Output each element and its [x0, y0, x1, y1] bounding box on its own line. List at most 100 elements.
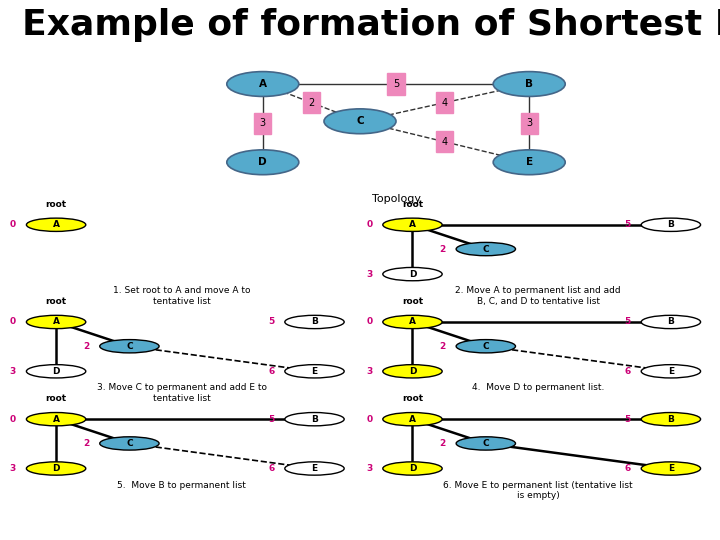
Circle shape [27, 413, 86, 426]
Circle shape [456, 437, 516, 450]
Text: A: A [409, 318, 416, 327]
Text: A: A [258, 79, 267, 89]
Text: 3. Move C to permanent and add E to
tentative list: 3. Move C to permanent and add E to tent… [96, 383, 267, 403]
Text: D: D [409, 269, 416, 279]
Circle shape [100, 437, 159, 450]
Text: 5.  Move B to permanent list: 5. Move B to permanent list [117, 481, 246, 490]
Text: B: B [525, 79, 534, 89]
Text: B: B [311, 318, 318, 327]
Text: 1. Set root to A and move A to
tentative list: 1. Set root to A and move A to tentative… [113, 286, 251, 306]
Circle shape [227, 72, 299, 97]
Text: 6: 6 [268, 464, 274, 473]
Text: E: E [312, 464, 318, 473]
Circle shape [642, 413, 701, 426]
Circle shape [642, 364, 701, 378]
Text: D: D [53, 367, 60, 376]
Circle shape [27, 462, 86, 475]
Circle shape [383, 462, 442, 475]
Text: 3: 3 [9, 367, 16, 376]
Text: A: A [53, 415, 60, 424]
Circle shape [27, 364, 86, 378]
Text: D: D [409, 464, 416, 473]
Text: C: C [482, 245, 489, 254]
Text: root: root [402, 200, 423, 209]
Text: 5: 5 [393, 79, 399, 89]
Text: D: D [53, 464, 60, 473]
Text: D: D [409, 367, 416, 376]
Text: 2. Move A to permanent list and add
B, C, and D to tentative list: 2. Move A to permanent list and add B, C… [455, 286, 621, 306]
Circle shape [456, 340, 516, 353]
Circle shape [227, 150, 299, 175]
Circle shape [285, 413, 344, 426]
Text: 2: 2 [439, 342, 446, 351]
Circle shape [383, 364, 442, 378]
Text: C: C [356, 116, 364, 126]
Text: 2: 2 [83, 439, 89, 448]
Text: C: C [482, 342, 489, 351]
Text: 4.  Move D to permanent list.: 4. Move D to permanent list. [472, 383, 604, 393]
Circle shape [456, 242, 516, 256]
Text: 5: 5 [624, 318, 631, 327]
Text: E: E [668, 464, 674, 473]
Circle shape [642, 315, 701, 329]
Circle shape [324, 109, 396, 134]
Circle shape [285, 462, 344, 475]
Text: 3: 3 [366, 269, 372, 279]
Text: A: A [409, 415, 416, 424]
Text: B: B [311, 415, 318, 424]
Text: 2: 2 [439, 439, 446, 448]
Text: A: A [409, 220, 416, 230]
Text: 0: 0 [10, 220, 16, 230]
Text: 5: 5 [624, 220, 631, 230]
Text: C: C [126, 342, 132, 351]
Text: 0: 0 [366, 220, 372, 230]
Text: B: B [667, 220, 675, 230]
Text: 3: 3 [366, 367, 372, 376]
Text: root: root [45, 200, 67, 209]
Text: Example of formation of Shortest Path: Example of formation of Shortest Path [22, 8, 720, 42]
Text: 2: 2 [83, 342, 89, 351]
Text: 0: 0 [10, 415, 16, 424]
Text: 5: 5 [268, 415, 274, 424]
Text: root: root [45, 394, 67, 403]
Text: Topology: Topology [372, 194, 420, 205]
Text: B: B [667, 318, 675, 327]
Text: 0: 0 [10, 318, 16, 327]
Text: 5: 5 [268, 318, 274, 327]
Circle shape [642, 218, 701, 232]
Text: C: C [482, 439, 489, 448]
Circle shape [383, 315, 442, 329]
Text: 4: 4 [441, 137, 448, 147]
Text: root: root [402, 297, 423, 306]
Circle shape [100, 340, 159, 353]
Text: root: root [402, 394, 423, 403]
Text: 0: 0 [366, 415, 372, 424]
Circle shape [493, 150, 565, 175]
Circle shape [493, 72, 565, 97]
Text: 3: 3 [366, 464, 372, 473]
Text: 5: 5 [624, 415, 631, 424]
Circle shape [285, 315, 344, 329]
Text: D: D [258, 157, 267, 167]
Text: 3: 3 [9, 464, 16, 473]
Text: C: C [126, 439, 132, 448]
Text: root: root [45, 297, 67, 306]
Text: 2: 2 [439, 245, 446, 254]
Text: B: B [667, 415, 675, 424]
Text: 6: 6 [268, 367, 274, 376]
Text: E: E [312, 367, 318, 376]
Circle shape [27, 315, 86, 329]
Circle shape [27, 218, 86, 232]
Text: 2: 2 [308, 98, 315, 107]
Text: 3: 3 [526, 118, 532, 128]
Circle shape [383, 267, 442, 281]
Text: A: A [53, 220, 60, 230]
Text: 6. Move E to permanent list (tentative list
is empty): 6. Move E to permanent list (tentative l… [444, 481, 633, 500]
Text: 3: 3 [260, 118, 266, 128]
Text: E: E [526, 157, 533, 167]
Text: 6: 6 [624, 367, 631, 376]
Text: E: E [668, 367, 674, 376]
Circle shape [383, 218, 442, 232]
Text: 0: 0 [366, 318, 372, 327]
Text: 4: 4 [441, 98, 448, 107]
